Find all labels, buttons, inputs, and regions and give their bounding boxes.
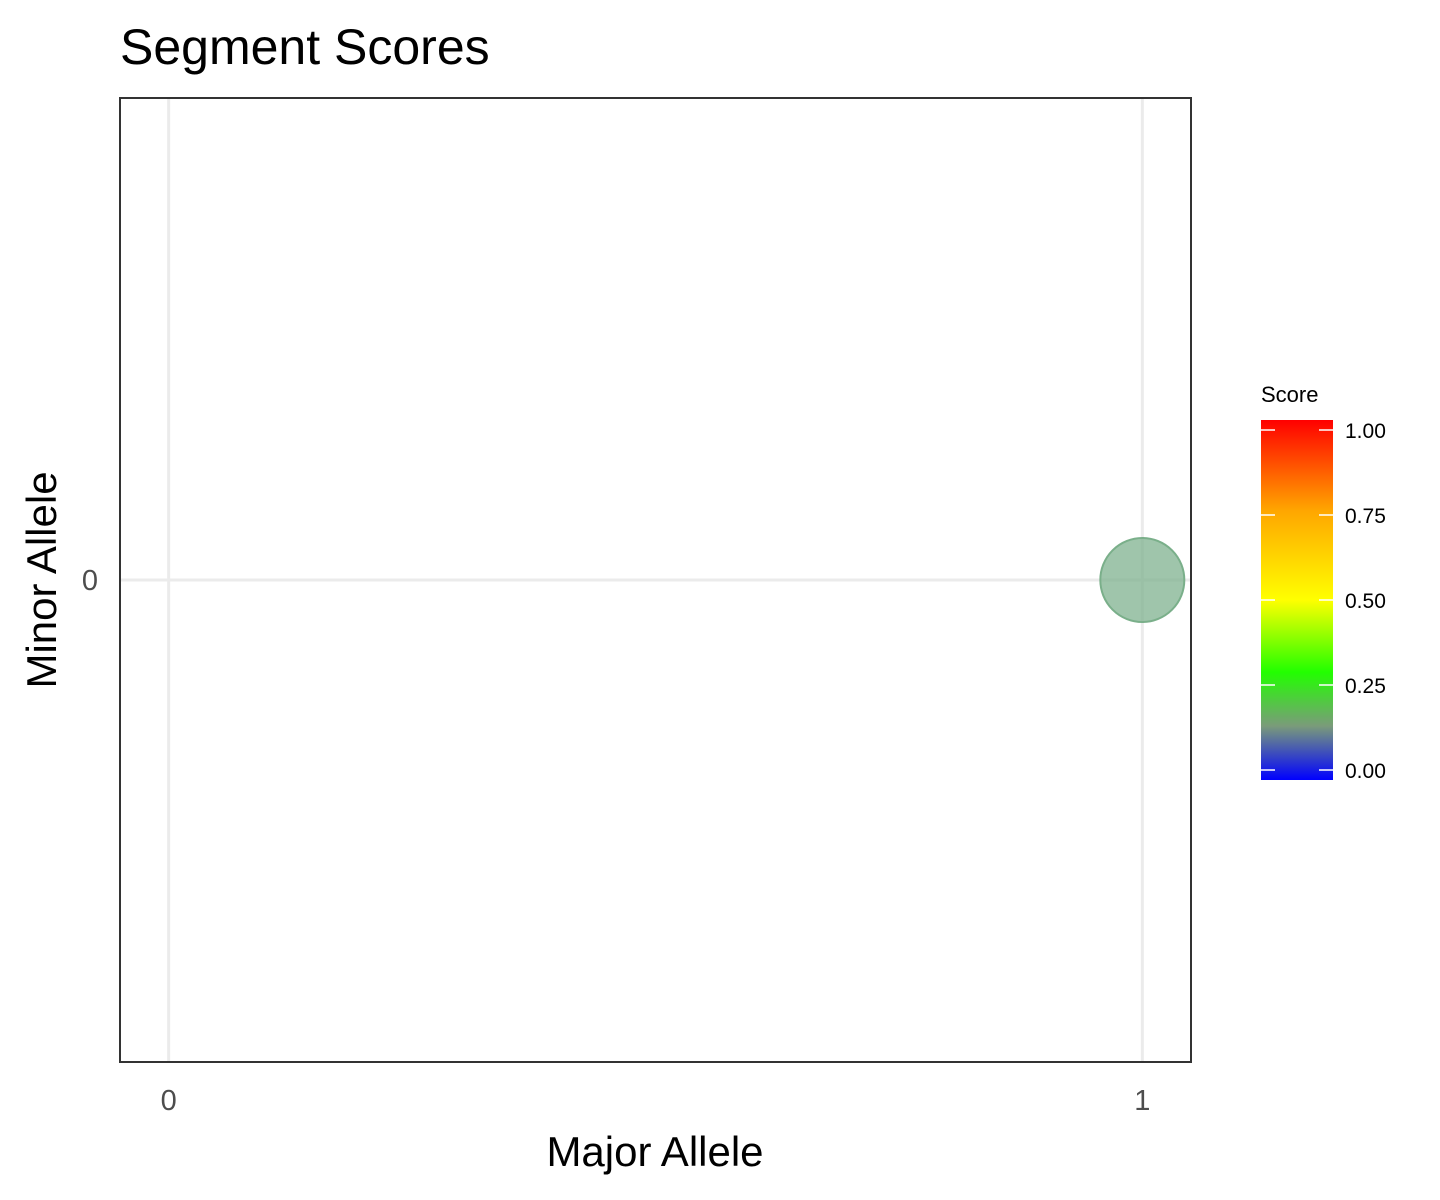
data-points (1099, 537, 1186, 623)
score-legend: Score 0.00 0.25 0.50 0.75 1.00 (1261, 382, 1386, 783)
legend-tick-label-0: 0.00 (1345, 760, 1386, 783)
x-tick-label-0: 0 (161, 1085, 177, 1117)
x-tick-label-1: 1 (1134, 1085, 1150, 1117)
x-axis-title: Major Allele (546, 1128, 763, 1175)
y-axis-ticks: 0 (82, 565, 98, 597)
y-axis-title: Minor Allele (18, 471, 65, 688)
legend-ticks: 0.00 0.25 0.50 0.75 1.00 (1261, 420, 1386, 783)
data-point-0 (1099, 537, 1186, 623)
y-tick-label-0: 0 (82, 565, 98, 597)
chart-title: Segment Scores (120, 19, 490, 75)
legend-tick-label-1: 0.25 (1345, 675, 1386, 698)
plot-panel (119, 97, 1192, 1063)
legend-tick-label-3: 0.75 (1345, 505, 1386, 528)
legend-tick-label-4: 1.00 (1345, 420, 1386, 443)
plot-border (119, 97, 1192, 1063)
legend-title: Score (1261, 382, 1318, 407)
legend-tick-label-2: 0.50 (1345, 590, 1386, 613)
